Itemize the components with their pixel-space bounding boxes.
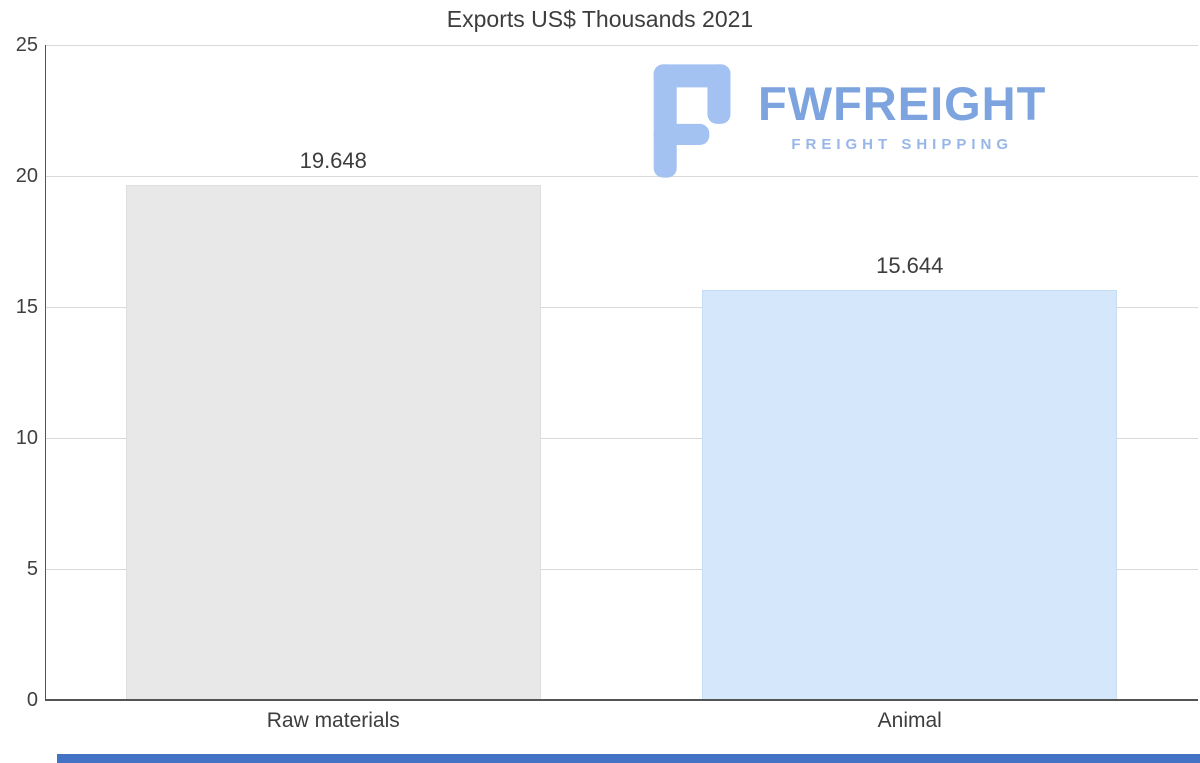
y-tick-label-10: 10	[15, 427, 38, 449]
y-axis-line	[45, 45, 46, 700]
bar-value-label-raw-materials: 19.648	[299, 148, 367, 174]
y-tick-label-15: 15	[15, 296, 38, 318]
gridline-10	[45, 437, 1198, 439]
fwfreight-f-logo-icon	[646, 62, 742, 185]
gridline-5	[45, 568, 1198, 570]
watermark-logo: FWFREIGHT FREIGHT SHIPPING	[646, 62, 1046, 185]
bar-animal	[702, 290, 1118, 700]
y-tick-label-20: 20	[15, 165, 38, 187]
bar-value-label-animal: 15.644	[876, 253, 944, 279]
gridline-25	[45, 44, 1198, 46]
gridline-20	[45, 175, 1198, 177]
y-tick-label-5: 5	[26, 558, 38, 580]
chart-title: Exports US$ Thousands 2021	[446, 6, 754, 32]
watermark-brand-name: FWFREIGHT	[758, 77, 1047, 130]
gridline-15	[45, 306, 1198, 308]
y-tick-label-0: 0	[26, 689, 38, 711]
bottom-accent-strip	[57, 754, 1200, 763]
watermark-tagline: FREIGHT SHIPPING	[791, 136, 1014, 153]
x-category-label-raw-materials: Raw materials	[266, 709, 400, 732]
x-axis-line	[45, 699, 1198, 701]
watermark-text: FWFREIGHT FREIGHT SHIPPING	[758, 62, 1046, 153]
bar-raw-materials	[125, 185, 541, 700]
y-tick-label-25: 25	[15, 34, 38, 56]
x-category-label-animal: Animal	[877, 709, 942, 732]
